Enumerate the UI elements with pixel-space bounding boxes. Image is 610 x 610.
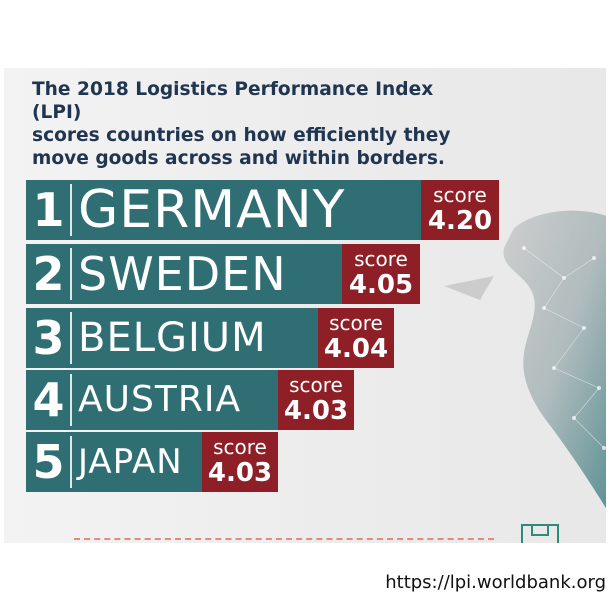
- ranking-row-5: 5 JAPAN score 4.03: [4, 432, 606, 492]
- divider: [70, 312, 72, 364]
- source-url: https://lpi.worldbank.org: [385, 572, 606, 593]
- country-name: SWEDEN: [78, 247, 287, 301]
- country-name: AUSTRIA: [78, 379, 242, 420]
- score-value: 4.05: [348, 270, 414, 300]
- country-name: JAPAN: [78, 442, 183, 482]
- ranking-row-2: 2 SWEDEN score 4.05: [4, 244, 606, 304]
- divider: [70, 374, 72, 426]
- forklift-icon: [521, 524, 559, 543]
- intro-text: The 2018 Logistics Performance Index (LP…: [32, 79, 451, 169]
- score-value: 4.03: [283, 396, 349, 426]
- score-badge: score 4.03: [278, 370, 354, 430]
- score-label: score: [329, 311, 383, 335]
- ranking-row-3: 3 BELGIUM score 4.04: [4, 308, 606, 368]
- rank-box: 4 AUSTRIA: [26, 370, 278, 430]
- rank-number: 1: [32, 183, 65, 237]
- rank-box: 5 JAPAN: [26, 432, 202, 492]
- score-badge: score 4.03: [202, 432, 278, 492]
- rank-number: 5: [32, 435, 65, 489]
- world-map-illustration: [444, 210, 606, 509]
- rank-box: 3 BELGIUM: [26, 308, 318, 368]
- country-name: BELGIUM: [78, 315, 267, 361]
- rank-number: 3: [32, 311, 65, 365]
- rank-number: 4: [32, 373, 65, 427]
- divider: [70, 436, 72, 488]
- score-value: 4.20: [427, 206, 493, 236]
- rank-box: 2 SWEDEN: [26, 244, 342, 304]
- score-value: 4.04: [323, 334, 389, 364]
- score-badge: score 4.04: [318, 308, 394, 368]
- infographic-card: The 2018 Logistics Performance Index (LP…: [4, 68, 606, 543]
- score-label: score: [213, 435, 267, 459]
- score-badge: score 4.20: [421, 180, 499, 240]
- divider: [70, 248, 72, 300]
- score-label: score: [289, 373, 343, 397]
- score-badge: score 4.05: [342, 244, 420, 304]
- ranking-row-1: 1 GERMANY score 4.20: [4, 180, 606, 240]
- rank-box: 1 GERMANY: [26, 180, 421, 240]
- dashed-divider: [74, 538, 494, 540]
- country-name: GERMANY: [78, 180, 346, 240]
- score-label: score: [354, 247, 408, 271]
- score-label: score: [433, 183, 487, 207]
- score-value: 4.03: [207, 458, 273, 488]
- ranking-row-4: 4 AUSTRIA score 4.03: [4, 370, 606, 430]
- divider: [70, 184, 72, 236]
- rank-number: 2: [32, 247, 65, 301]
